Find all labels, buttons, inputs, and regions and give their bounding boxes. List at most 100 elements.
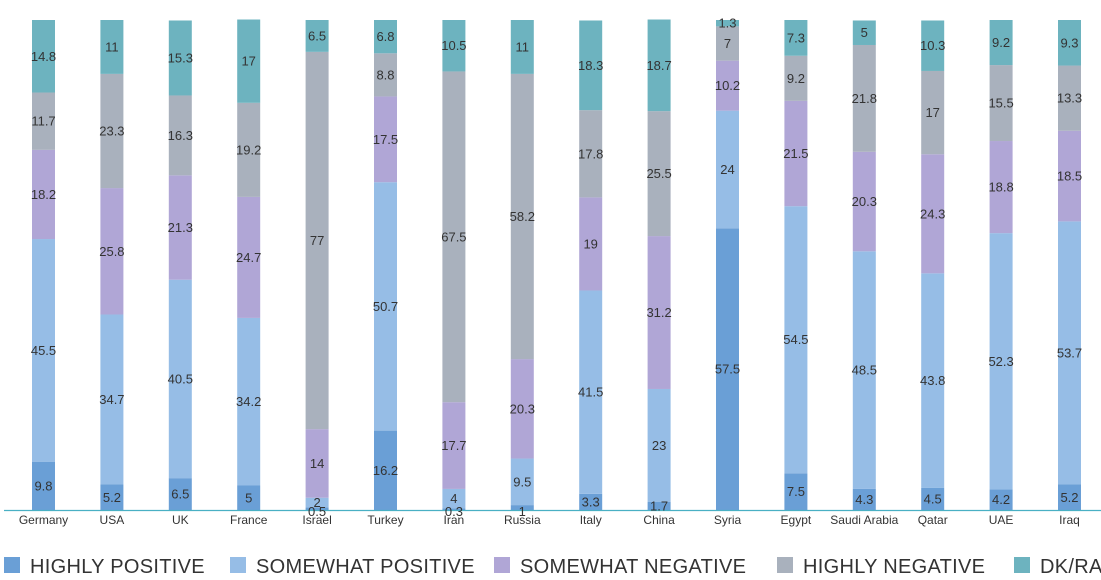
bar-segment-italy-highly-negative bbox=[579, 110, 603, 198]
data-label: 9.5 bbox=[513, 474, 531, 489]
data-label: 54.5 bbox=[783, 332, 808, 347]
bar-segment-uk-dk-ra bbox=[168, 20, 192, 96]
data-label: 10.2 bbox=[715, 78, 740, 93]
bar-segment-uk-somewhat-positive bbox=[168, 279, 192, 479]
bar-segment-china-somewhat-positive bbox=[647, 388, 671, 502]
data-label: 18.5 bbox=[1057, 169, 1082, 184]
data-label: 6.5 bbox=[171, 487, 189, 502]
bar-segment-uk-highly-positive bbox=[168, 478, 192, 510]
bar-segment-uae-somewhat-positive bbox=[989, 233, 1013, 490]
bar-segment-saudi-arabia-highly-positive bbox=[852, 488, 876, 510]
legend-item-highly-negative: HIGHLY NEGATIVE bbox=[777, 556, 985, 578]
bar-segment-israel-highly-negative bbox=[305, 51, 329, 430]
data-labels-group: 9.845.518.211.714.85.234.725.823.3116.54… bbox=[31, 16, 1082, 519]
data-label: 1.7 bbox=[650, 498, 668, 513]
data-label: 7.3 bbox=[787, 30, 805, 45]
bar-segment-russia-somewhat-positive bbox=[510, 458, 534, 506]
bar-segment-israel-somewhat-negative bbox=[305, 429, 329, 498]
bar-segment-france-highly-positive bbox=[237, 485, 261, 510]
bar-segment-uk-somewhat-negative bbox=[168, 175, 192, 280]
data-label: 25.5 bbox=[646, 166, 671, 181]
legend-item-somewhat-negative: SOMEWHAT NEGATIVE bbox=[494, 556, 746, 578]
bar-segment-syria-somewhat-positive bbox=[716, 110, 739, 229]
bar-segment-russia-somewhat-negative bbox=[510, 359, 534, 459]
data-label: 18.2 bbox=[31, 187, 56, 202]
bar-segment-germany-highly-negative bbox=[32, 92, 55, 150]
bar-segment-italy-somewhat-positive bbox=[579, 290, 603, 494]
bar-segment-iran-somewhat-positive bbox=[442, 488, 466, 509]
data-label: 14 bbox=[310, 456, 324, 471]
bar-segment-italy-somewhat-negative bbox=[579, 197, 603, 291]
data-label: 17.7 bbox=[441, 438, 466, 453]
bar-segment-turkey-dk-ra bbox=[374, 20, 397, 54]
data-label: 21.8 bbox=[852, 91, 877, 106]
data-label: 10.5 bbox=[441, 38, 466, 53]
data-label: 11 bbox=[516, 39, 530, 54]
legend-swatch bbox=[230, 557, 246, 573]
data-label: 20.3 bbox=[510, 401, 535, 416]
x-tick-label-israel: Israel bbox=[302, 513, 331, 527]
legend-swatch bbox=[4, 557, 20, 573]
bar-segment-saudi-arabia-dk-ra bbox=[852, 20, 876, 45]
x-tick-label-china: China bbox=[643, 513, 675, 527]
data-label: 3.3 bbox=[582, 494, 600, 509]
data-label: 24.3 bbox=[920, 206, 945, 221]
data-label: 24.7 bbox=[236, 250, 261, 265]
bar-segment-germany-highly-positive bbox=[32, 461, 55, 510]
bar-segment-germany-somewhat-positive bbox=[32, 239, 55, 462]
bar-segment-israel-somewhat-positive bbox=[305, 497, 329, 508]
data-label: 16.2 bbox=[373, 463, 398, 478]
data-label: 1.3 bbox=[718, 16, 736, 31]
bar-segment-usa-dk-ra bbox=[100, 20, 124, 74]
bar-segment-france-dk-ra bbox=[237, 19, 261, 103]
x-tick-label-russia: Russia bbox=[504, 513, 541, 527]
data-label: 17.8 bbox=[578, 146, 603, 161]
data-label: 23.3 bbox=[99, 123, 124, 138]
x-tick-label-syria: Syria bbox=[714, 513, 742, 527]
bar-segment-turkey-highly-positive bbox=[374, 430, 397, 510]
bar-segment-france-somewhat-negative bbox=[237, 196, 261, 318]
legend-item-somewhat-positive: SOMEWHAT POSITIVE bbox=[230, 556, 475, 578]
x-tick-label-usa: USA bbox=[100, 513, 125, 527]
data-label: 5.2 bbox=[1060, 490, 1078, 505]
data-label: 6.8 bbox=[376, 29, 394, 44]
data-label: 9.3 bbox=[1060, 35, 1078, 50]
bar-segment-egypt-highly-negative bbox=[784, 55, 808, 101]
data-label: 4.3 bbox=[855, 492, 873, 507]
bar-segment-turkey-highly-negative bbox=[374, 53, 397, 97]
bar-segment-iran-highly-positive bbox=[442, 508, 466, 510]
bar-segment-iraq-highly-negative bbox=[1058, 65, 1081, 131]
data-label: 11.7 bbox=[31, 114, 55, 129]
bar-segment-qatar-highly-positive bbox=[921, 487, 945, 510]
data-label: 45.5 bbox=[31, 343, 56, 358]
data-label: 40.5 bbox=[168, 371, 193, 386]
bar-segment-iran-highly-negative bbox=[442, 71, 466, 403]
data-label: 57.5 bbox=[715, 362, 740, 377]
bar-segment-qatar-dk-ra bbox=[921, 20, 945, 71]
bar-segment-uae-highly-negative bbox=[989, 65, 1013, 142]
data-label: 6.5 bbox=[308, 28, 326, 43]
data-label: 17 bbox=[241, 54, 255, 69]
data-label: 20.3 bbox=[852, 194, 877, 209]
bar-segment-syria-somewhat-negative bbox=[716, 60, 739, 111]
bar-segment-china-highly-positive bbox=[647, 501, 671, 510]
data-label: 52.3 bbox=[988, 354, 1013, 369]
x-tick-label-italy: Italy bbox=[580, 513, 602, 527]
bar-segment-iraq-somewhat-negative bbox=[1058, 130, 1081, 222]
data-label: 24 bbox=[720, 162, 734, 177]
bar-segment-uae-highly-positive bbox=[989, 489, 1013, 510]
bar-segment-china-highly-negative bbox=[647, 111, 671, 237]
data-label: 18.8 bbox=[988, 180, 1013, 195]
x-tick-label-uk: UK bbox=[172, 513, 189, 527]
bar-segment-usa-highly-positive bbox=[100, 484, 124, 510]
legend-label: SOMEWHAT POSITIVE bbox=[256, 556, 475, 575]
data-label: 58.2 bbox=[510, 209, 535, 224]
data-label: 67.5 bbox=[441, 229, 466, 244]
bar-segment-egypt-dk-ra bbox=[784, 20, 808, 56]
data-label: 43.8 bbox=[920, 373, 945, 388]
data-label: 0.3 bbox=[445, 504, 463, 519]
data-label: 18.7 bbox=[646, 58, 671, 73]
x-tick-label-uae: UAE bbox=[989, 513, 1014, 527]
bar-segment-turkey-somewhat-positive bbox=[374, 182, 397, 431]
